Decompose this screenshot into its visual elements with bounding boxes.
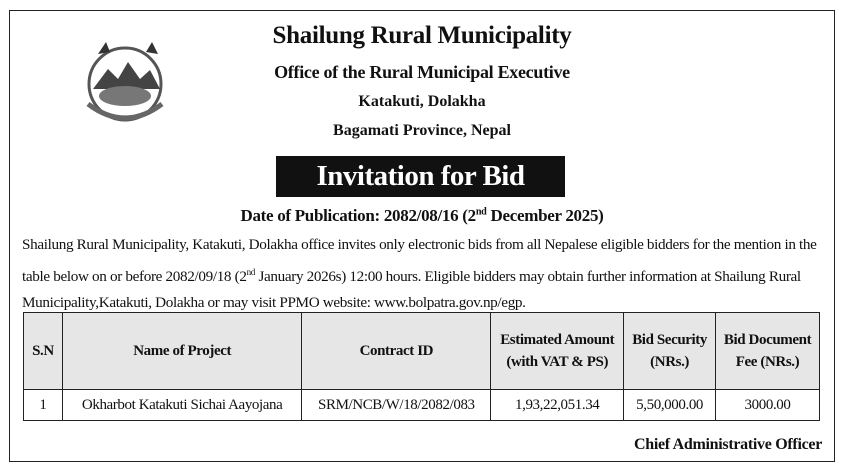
- header-bid-security: Bid Security (NRs.): [623, 312, 717, 390]
- notice-body: Shailung Rural Municipality, Katakuti, D…: [22, 236, 817, 312]
- cell-estimated-amount: 1,93,22,051.34: [490, 389, 625, 421]
- header-estimated-amount: Estimated Amount (with VAT & PS): [490, 312, 625, 390]
- header-sn: S.N: [23, 312, 63, 390]
- notice-border: [9, 10, 835, 462]
- cell-project: Okharbot Katakuti Sichai Aayojana: [61, 389, 303, 421]
- municipality-title: Shailung Rural Municipality: [272, 22, 572, 49]
- cell-sn: 1: [23, 389, 63, 421]
- publication-date: Date of Publication: 2082/08/16 (2nd Dec…: [240, 206, 604, 225]
- signature: Chief Administrative Officer: [634, 436, 822, 453]
- cell-bid-security: 5,50,000.00: [623, 389, 717, 421]
- header-contract-id: Contract ID: [301, 312, 492, 390]
- invitation-banner: Invitation for Bid: [276, 156, 565, 197]
- header-project: Name of Project: [61, 312, 303, 390]
- province: Bagamati Province, Nepal: [333, 122, 511, 139]
- table-header-row: S.N Name of Project Contract ID Estimate…: [23, 312, 820, 390]
- office-name: Office of the Rural Municipal Executive: [274, 62, 570, 82]
- cell-contract-id: SRM/NCB/W/18/2082/083: [301, 389, 492, 421]
- cell-document-fee: 3000.00: [715, 389, 820, 421]
- bid-table: S.N Name of Project Contract ID Estimate…: [23, 312, 820, 421]
- table-row: 1 Okharbot Katakuti Sichai Aayojana SRM/…: [23, 389, 820, 421]
- header-document-fee: Bid Document Fee (NRs.): [715, 312, 820, 390]
- government-emblem-logo: [86, 42, 164, 122]
- address: Katakuti, Dolakha: [358, 93, 486, 110]
